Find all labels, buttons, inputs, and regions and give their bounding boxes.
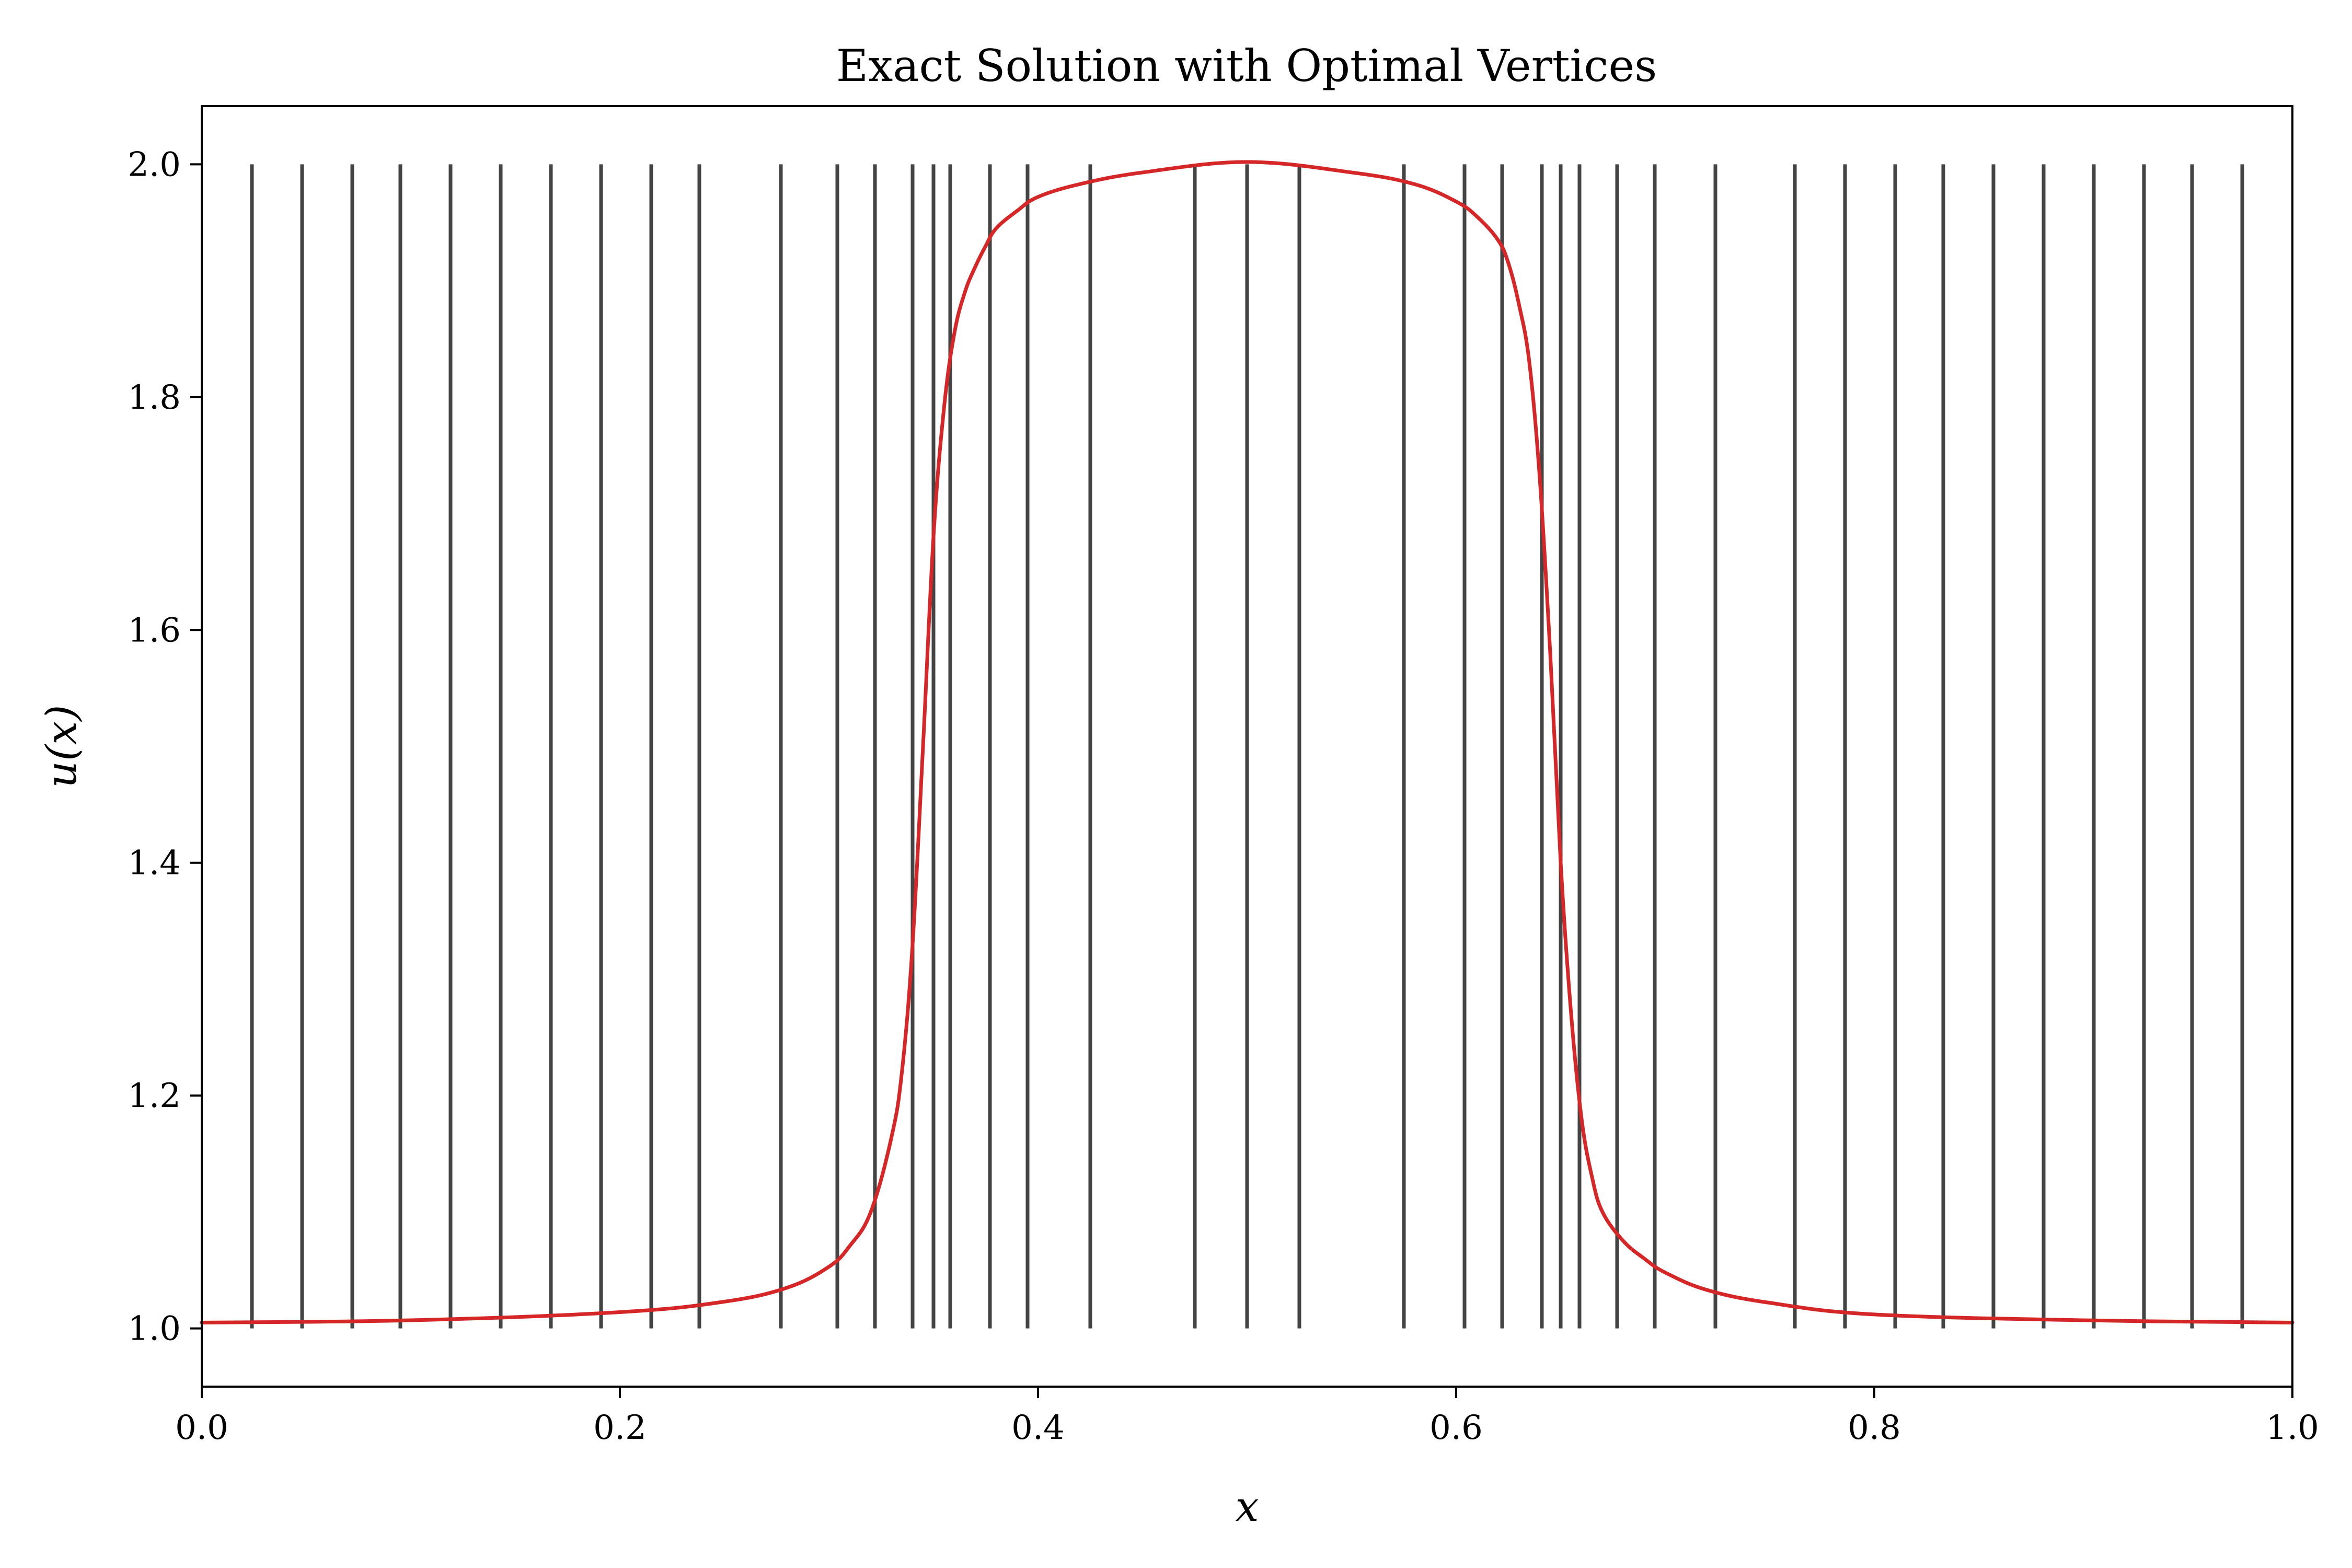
plot-frame [201, 105, 2293, 1388]
y-tick-label: 2.0 [128, 145, 181, 184]
y-axis-label: u(x) [37, 705, 86, 788]
y-tick-label: 1.4 [128, 844, 181, 883]
x-tick-label: 0.8 [1848, 1409, 1901, 1447]
x-tick-label: 1.0 [2266, 1409, 2319, 1447]
plot-area [200, 105, 2295, 1388]
x-tick-label: 0.0 [175, 1409, 228, 1447]
y-tick-label: 1.2 [128, 1077, 181, 1115]
series-line-1 [200, 160, 2295, 1324]
y-axis: 1.0 1.2 1.4 1.6 1.8 2.0 [128, 145, 202, 1348]
vertex-lines [250, 164, 2244, 1329]
chart-title: Exact Solution with Optimal Vertices [836, 40, 1657, 91]
x-tick-label: 0.4 [1011, 1409, 1065, 1447]
y-tick-label: 1.0 [128, 1310, 181, 1348]
y-tick-label: 1.8 [128, 378, 181, 417]
x-tick-label: 0.2 [593, 1409, 647, 1447]
x-axis-label: x [1235, 1482, 1259, 1531]
x-axis: 0.0 0.2 0.4 0.6 0.8 1.0 [175, 1387, 2319, 1447]
x-tick-label: 0.6 [1429, 1409, 1483, 1447]
y-tick-label: 1.6 [128, 611, 181, 650]
series-layer [200, 160, 2295, 1324]
